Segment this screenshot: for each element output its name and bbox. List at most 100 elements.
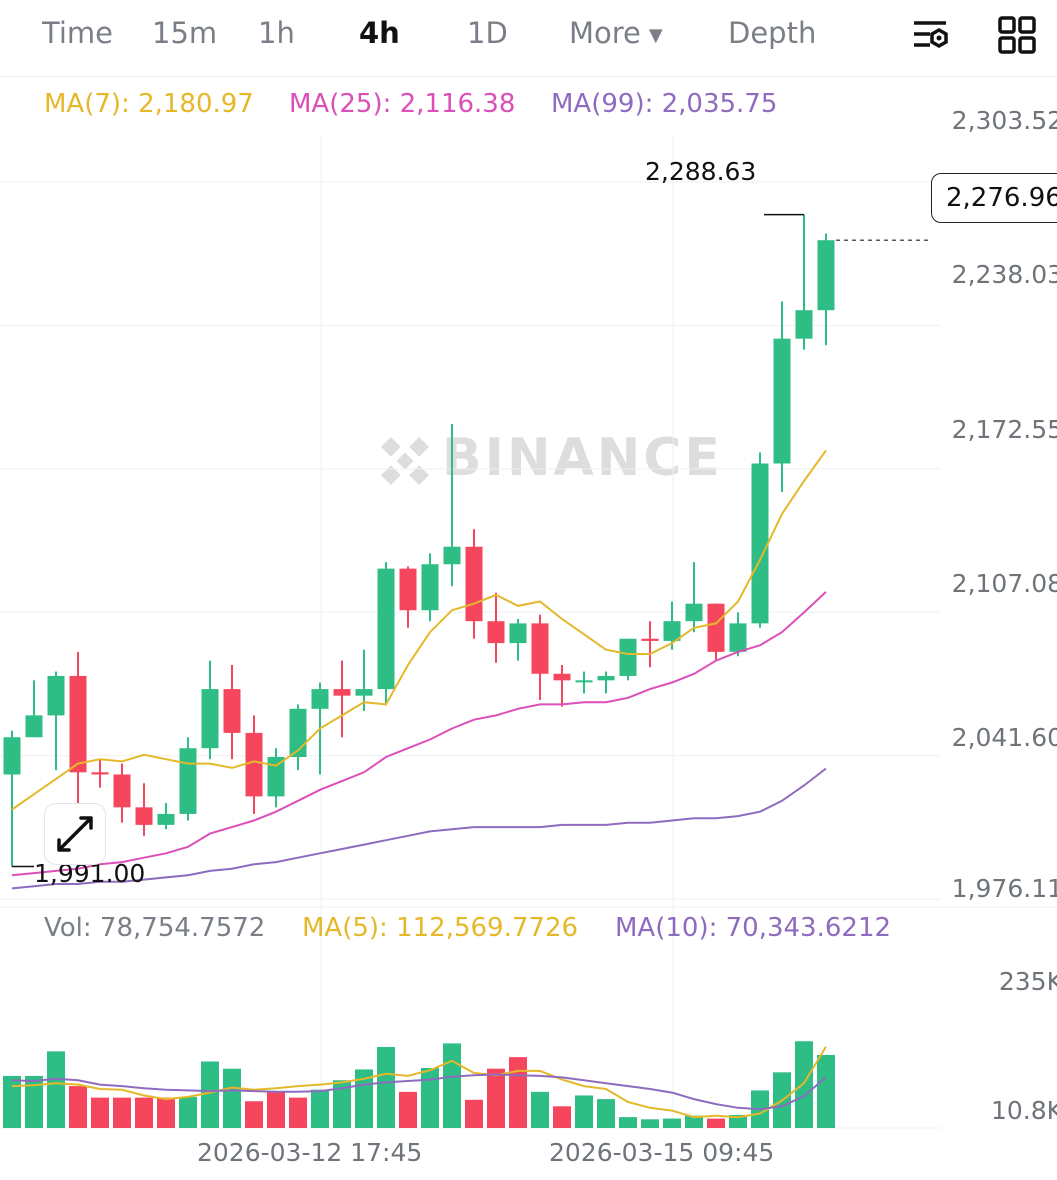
watermark-text: BINANCE <box>442 428 723 488</box>
volume-bar <box>487 1068 505 1128</box>
volume-axis-label: 235K <box>998 967 1057 996</box>
candle-body <box>817 240 835 311</box>
candle-body <box>69 675 87 773</box>
fullscreen-button[interactable] <box>44 803 106 865</box>
candle-body <box>333 689 351 696</box>
chart-settings-icon[interactable] <box>910 14 952 56</box>
volume-axis-label: 10.8K <box>990 1096 1057 1125</box>
price-axis-label: 2,238.03 <box>951 260 1057 289</box>
candle-body <box>421 564 439 611</box>
candle-body <box>201 689 219 749</box>
ma25-line <box>11 591 827 877</box>
tab-time[interactable]: Time <box>42 16 113 50</box>
volume-bar <box>267 1091 285 1128</box>
ma25-legend: MA(25): 2,116.38 <box>289 89 516 119</box>
candle-body <box>223 689 241 733</box>
volume-ma10-line <box>11 1073 827 1111</box>
candle-body <box>3 737 21 775</box>
caret-down-icon: ▼ <box>648 24 663 46</box>
candle-body <box>509 623 527 644</box>
candle-body <box>311 689 329 709</box>
ma99-legend: MA(99): 2,035.75 <box>551 89 778 119</box>
candle-body <box>267 756 285 797</box>
volume-bar <box>91 1097 109 1128</box>
volume-ma5-legend: MA(5): 112,569.7726 <box>302 913 579 943</box>
volume-bar <box>157 1097 175 1128</box>
volume-ma10-legend: MA(10): 70,343.6212 <box>615 913 892 943</box>
volume-legend: Vol: 78,754.7572 <box>44 913 266 943</box>
candle-body <box>465 546 483 622</box>
tab-depth[interactable]: Depth <box>728 16 817 50</box>
candle-body <box>553 673 571 681</box>
candle-body <box>179 748 197 814</box>
candle-body <box>729 623 747 652</box>
tab-15m[interactable]: 15m <box>152 16 218 50</box>
toolbar-divider <box>0 76 1057 77</box>
tab-4h[interactable]: 4h <box>359 16 400 50</box>
volume-bar <box>575 1095 593 1128</box>
candle-body <box>707 603 725 652</box>
volume-bar <box>531 1091 549 1128</box>
candle-body <box>531 623 549 674</box>
price-axis-label: 2,172.55 <box>951 415 1057 444</box>
candle-body <box>91 772 109 775</box>
volume-ma5-line <box>11 1046 827 1119</box>
volume-bar <box>289 1097 307 1128</box>
price-axis-label: 2,303.52 <box>951 106 1057 135</box>
high-price-marker: 2,288.63 <box>645 157 757 186</box>
candle-body <box>157 813 175 825</box>
volume-bar <box>729 1114 747 1128</box>
candle-body <box>751 463 769 624</box>
volume-bar <box>25 1075 43 1128</box>
price-axis-label: 2,041.60 <box>951 723 1057 752</box>
volume-bar <box>509 1057 527 1128</box>
tab-1d[interactable]: 1D <box>467 16 508 50</box>
candle-body <box>355 689 373 696</box>
candle-body <box>773 338 791 464</box>
binance-logo-icon <box>380 436 430 486</box>
price-axis-label: 1,976.11 <box>951 874 1057 903</box>
time-axis-label: 2026-03-15 09:45 <box>549 1138 775 1167</box>
volume-bar <box>421 1067 439 1128</box>
tab-more-label: More <box>569 16 641 50</box>
expand-arrows-icon <box>57 816 93 852</box>
candle-body <box>575 680 593 683</box>
volume-bar <box>465 1099 483 1128</box>
candle-body <box>245 732 263 797</box>
volume-bar <box>817 1054 835 1128</box>
ma7-legend: MA(7): 2,180.97 <box>44 89 254 119</box>
volume-bar <box>707 1118 725 1128</box>
ma99-line <box>11 767 827 890</box>
candle-body <box>377 568 395 690</box>
candle-body <box>487 621 505 644</box>
candle-body <box>135 807 153 825</box>
candle-body <box>47 675 65 716</box>
volume-bar <box>223 1068 241 1128</box>
candle-body <box>113 774 131 808</box>
volume-bar <box>641 1119 659 1128</box>
interval-toolbar: Time 15m 1h 4h 1D More ▼ Depth <box>0 0 1057 72</box>
candle-body <box>619 638 637 676</box>
candle-body <box>641 638 659 641</box>
candle-body <box>663 621 681 641</box>
tab-more[interactable]: More ▼ <box>569 16 663 50</box>
current-price-value: 2,276.96 <box>946 183 1057 213</box>
time-axis-label: 2026-03-12 17:45 <box>197 1138 423 1167</box>
candle-body <box>443 546 461 565</box>
candle-body <box>795 310 813 339</box>
candle-body <box>399 568 417 611</box>
volume-bar <box>311 1089 329 1128</box>
grid-layout-icon[interactable] <box>996 14 1038 56</box>
binance-watermark: BINANCE <box>374 428 723 492</box>
tab-1h[interactable]: 1h <box>258 16 295 50</box>
volume-bar <box>135 1097 153 1128</box>
price-axis-label: 2,107.08 <box>951 569 1057 598</box>
volume-bar <box>553 1106 571 1128</box>
volume-bar <box>3 1075 21 1128</box>
volume-bar <box>47 1051 65 1128</box>
candle-body <box>685 603 703 622</box>
volume-bar <box>377 1047 395 1128</box>
volume-bar <box>69 1086 87 1128</box>
current-price-label: 2,276.96 <box>931 173 1057 223</box>
